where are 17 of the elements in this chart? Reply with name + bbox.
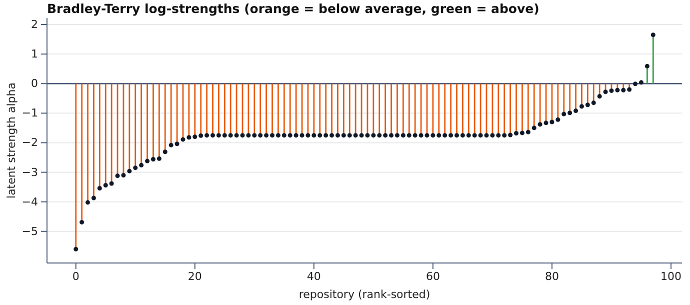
y-tick-label: −4 — [22, 195, 38, 208]
y-tick-label: 0 — [31, 77, 38, 90]
y-tick-label: −2 — [22, 136, 38, 150]
x-tick-label: 60 — [426, 270, 440, 283]
x-tick-label: 0 — [72, 270, 80, 283]
y-axis-title: latent strength alpha — [5, 82, 18, 198]
x-tick-label: 40 — [306, 270, 321, 283]
y-tick-label: −3 — [22, 166, 38, 179]
x-tick-label: 100 — [660, 270, 682, 283]
x-axis-title: repository (rank-sorted) — [298, 288, 430, 301]
x-tick-label: 80 — [544, 270, 559, 283]
y-tick-label: −1 — [22, 106, 38, 120]
y-tick-label: 2 — [31, 18, 38, 32]
x-tick-label: 20 — [188, 270, 202, 283]
y-tick-label: −5 — [22, 224, 38, 238]
chart-title: Bradley-Terry log-strengths (orange = below average, green = above) — [47, 1, 540, 16]
y-tick-label: 1 — [31, 48, 38, 61]
